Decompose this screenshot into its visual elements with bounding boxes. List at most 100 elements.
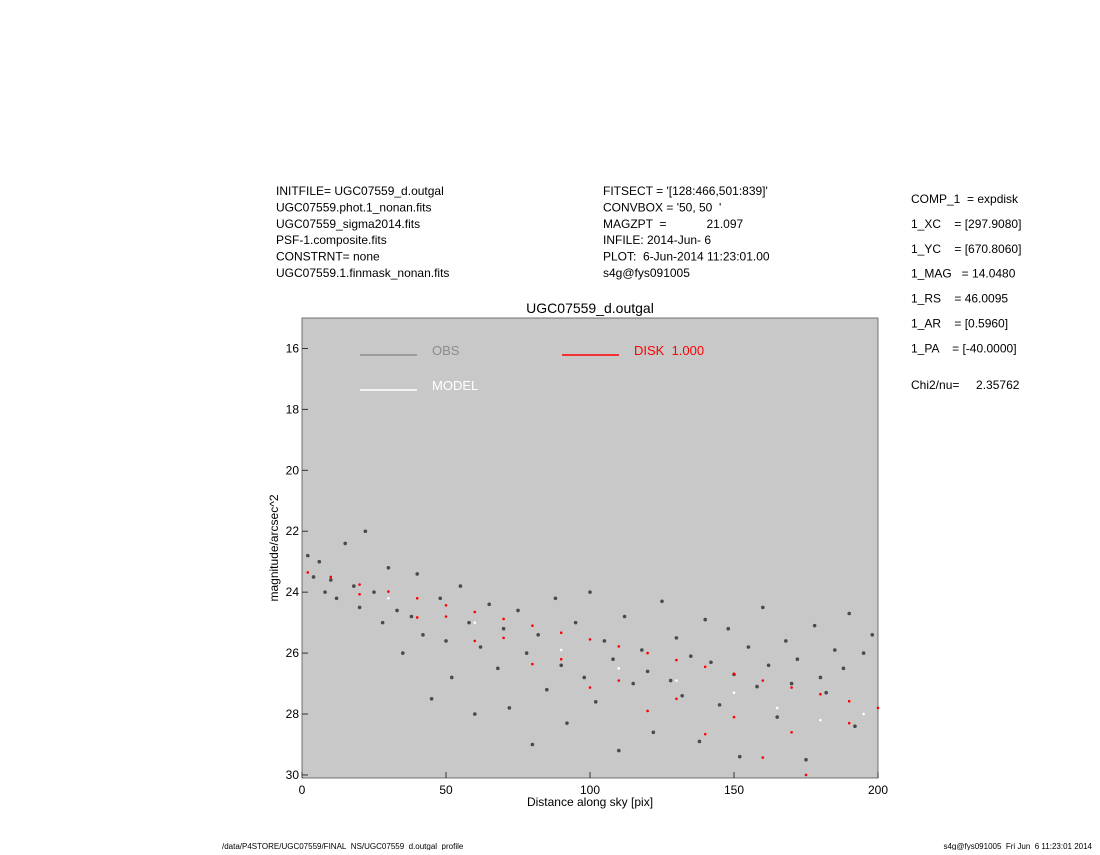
data-point <box>622 614 627 619</box>
data-point <box>611 657 615 661</box>
data-point <box>473 621 477 624</box>
data-point <box>646 709 649 713</box>
y-tick-label: 18 <box>286 402 300 416</box>
data-point <box>387 590 390 593</box>
data-point <box>640 648 644 652</box>
header-middle-line: MAGZPT = 21.097 <box>603 217 743 231</box>
data-point <box>559 631 563 634</box>
data-point <box>761 679 765 682</box>
data-point <box>804 773 808 777</box>
data-point <box>323 590 327 594</box>
data-point <box>602 639 607 643</box>
component-line: 1_YC = [670.8060] <box>911 242 1021 256</box>
data-point <box>847 611 851 616</box>
legend-label: MODEL <box>432 378 478 393</box>
data-point <box>861 651 866 655</box>
data-point <box>703 665 707 669</box>
data-point <box>487 602 492 607</box>
data-point <box>415 616 419 619</box>
y-tick-label: 24 <box>286 585 300 599</box>
x-tick-label: 200 <box>868 783 888 797</box>
header-middle-line: FITSECT = '[128:466,501:839]' <box>603 184 768 198</box>
data-point <box>530 742 535 747</box>
data-point <box>660 599 664 604</box>
data-point <box>306 571 310 574</box>
data-point <box>372 590 376 594</box>
data-point <box>536 633 540 637</box>
data-point <box>847 721 851 725</box>
plot-area <box>301 317 879 779</box>
data-point <box>732 691 736 695</box>
data-point <box>737 754 742 759</box>
data-point <box>380 620 385 625</box>
data-point <box>444 603 448 607</box>
data-point <box>502 636 505 640</box>
data-point <box>573 620 578 625</box>
data-point <box>329 575 333 579</box>
data-point <box>703 732 707 736</box>
data-point <box>853 724 857 729</box>
data-point <box>429 696 434 701</box>
data-point <box>651 730 656 735</box>
data-point <box>795 657 800 661</box>
data-point <box>775 706 779 710</box>
footer-left: /data/P4STORE/UGC07559/FINAL_NS/UGC07559… <box>222 842 464 850</box>
data-point <box>357 605 362 610</box>
y-tick-label: 30 <box>286 768 300 782</box>
data-point <box>559 663 563 668</box>
component-line: 1_MAG = 14.0480 <box>911 267 1016 281</box>
data-point <box>593 700 598 704</box>
data-point <box>531 662 534 666</box>
data-point <box>675 697 678 701</box>
data-point <box>334 596 339 601</box>
data-point <box>876 706 880 710</box>
component-line: 1_AR = [0.5960] <box>911 317 1008 331</box>
data-point <box>444 615 448 618</box>
component-line: 1_RS = 46.0095 <box>911 292 1008 306</box>
data-point <box>588 686 592 689</box>
data-point <box>438 596 443 601</box>
x-axis-label: Distance along sky [pix] <box>527 795 653 809</box>
data-point <box>329 578 333 582</box>
data-point <box>732 715 736 719</box>
data-point <box>415 572 420 576</box>
data-point <box>473 712 477 716</box>
data-point <box>588 638 592 641</box>
data-point <box>761 756 765 759</box>
data-point <box>631 681 635 686</box>
data-point <box>358 583 361 586</box>
data-point <box>755 684 759 689</box>
data-point <box>545 687 549 692</box>
data-point <box>645 669 650 674</box>
data-point <box>358 593 361 596</box>
data-point <box>444 639 448 643</box>
data-point <box>409 614 414 619</box>
data-point <box>559 657 563 661</box>
y-axis-label: magnitude/arcsec^2 <box>267 494 281 601</box>
data-point <box>675 658 678 662</box>
data-point <box>819 718 822 722</box>
header-left-line: CONSTRNT= none <box>276 250 380 264</box>
y-tick-label: 20 <box>286 463 300 477</box>
data-point <box>818 675 823 680</box>
data-point <box>766 663 771 668</box>
header-left-line: PSF-1.composite.fits <box>276 233 387 247</box>
data-point <box>804 757 808 762</box>
data-point <box>501 626 506 631</box>
data-point <box>746 645 751 649</box>
data-point <box>680 693 684 698</box>
data-point <box>305 553 310 558</box>
data-point <box>789 681 794 686</box>
data-point <box>617 667 621 670</box>
data-point <box>841 666 846 671</box>
component-line: Chi2/nu= 2.35762 <box>911 378 1020 392</box>
data-point <box>387 596 390 600</box>
data-point <box>703 617 707 622</box>
header-middle-line: INFILE: 2014-Jun- 6 <box>603 233 711 247</box>
data-point <box>507 706 512 710</box>
data-point <box>496 666 500 671</box>
y-tick-label: 26 <box>286 646 300 660</box>
data-point <box>870 633 875 637</box>
legend-label: OBS <box>432 343 460 358</box>
